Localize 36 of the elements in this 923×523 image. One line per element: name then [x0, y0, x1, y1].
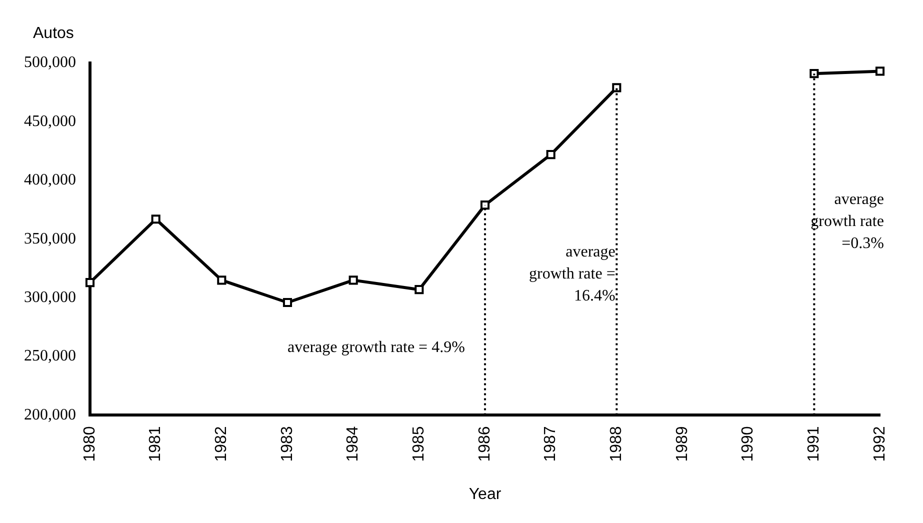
annotation: average growth rate = 4.9%	[288, 338, 465, 356]
x-axis-title: Year	[468, 486, 502, 503]
point	[480, 200, 490, 210]
point	[612, 83, 622, 92]
y-tick-label: 300,000	[24, 289, 76, 306]
x-tick-label: 1988	[608, 426, 626, 462]
x-tick-label: 1983	[278, 426, 296, 462]
y-tick-label: 400,000	[24, 172, 76, 189]
y-axis-title: Autos	[33, 25, 74, 42]
x-tick-label: 1981	[147, 426, 164, 462]
x-tick-label: 1984	[344, 426, 362, 462]
x-tick-label: 1985	[410, 426, 428, 462]
point	[414, 285, 424, 294]
point	[546, 150, 556, 160]
annotation: average growth rate = 16.4%	[529, 244, 616, 305]
y-tick-label: 350,000	[24, 230, 76, 248]
x-tick-label: 1991	[806, 426, 823, 462]
point	[282, 298, 292, 308]
x-tick-label: 1992	[871, 426, 888, 462]
y-tick-label: 500,000	[24, 54, 76, 72]
point	[217, 276, 226, 285]
y-tick-label: 200,000	[24, 406, 76, 424]
x-tick-label: 1980	[81, 426, 98, 462]
point	[151, 214, 160, 224]
x-tick-label: 1987	[542, 426, 560, 462]
point	[85, 278, 95, 288]
x-tick-label: 1982	[213, 426, 230, 462]
annotation: average growth rate =0.3%	[810, 190, 884, 252]
x-tick-label: 1986	[476, 426, 494, 462]
x-tick-label: 1989	[674, 426, 691, 462]
x-tick-label: 1990	[740, 426, 757, 462]
point	[348, 276, 358, 285]
y-tick-label: 250,000	[24, 348, 76, 365]
point	[875, 66, 885, 76]
point	[810, 69, 819, 78]
y-tick-label: 450,000	[24, 112, 76, 130]
